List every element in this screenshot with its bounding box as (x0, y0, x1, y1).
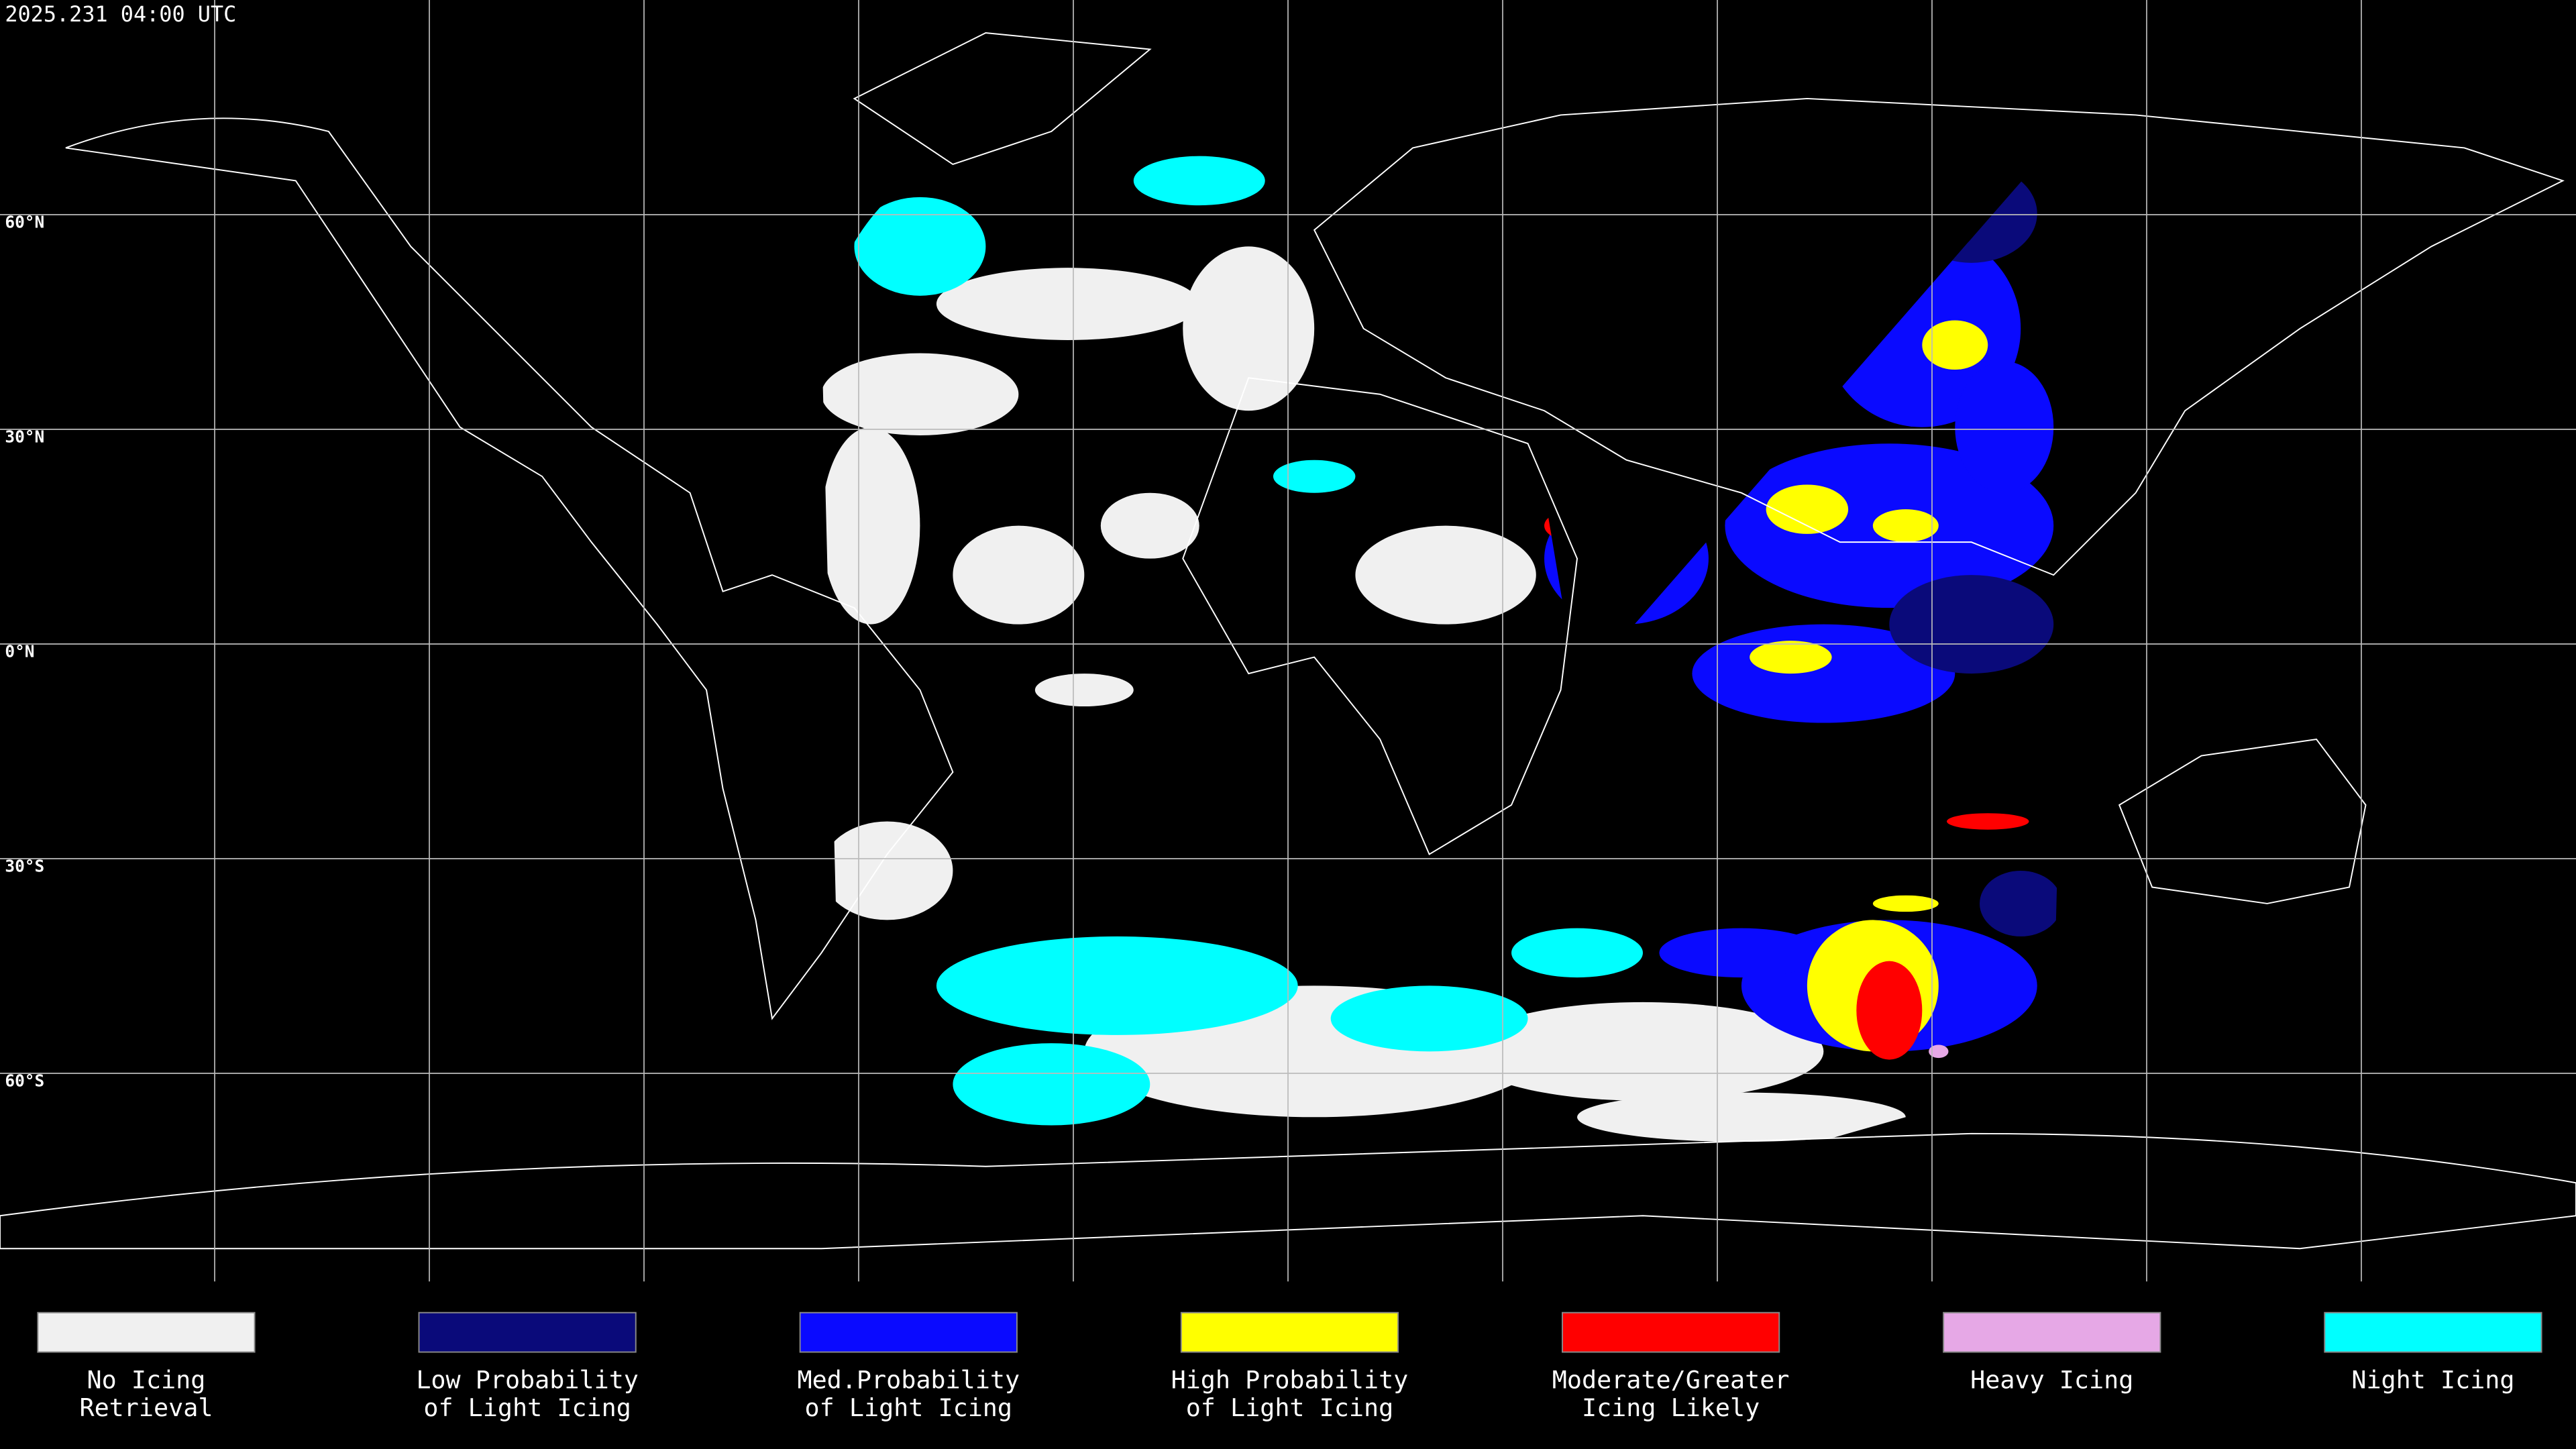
latitude-label: 0°N (5, 642, 34, 661)
latitude-label: 30°N (5, 427, 44, 447)
heavy-icing-areas (1929, 1044, 1949, 1059)
legend-label: of Light Icing (423, 1393, 631, 1422)
night-icing-areas (854, 156, 1643, 1126)
graticule: 60°N 30°N 0°N 30°S 60°S (0, 0, 2576, 1282)
legend-swatch (1562, 1311, 1780, 1353)
legend-label: Retrieval (79, 1393, 213, 1422)
legend-swatch (37, 1311, 256, 1353)
icing-field (821, 156, 2062, 1142)
no-icing-areas (821, 246, 1906, 1142)
legend-swatch (799, 1311, 1018, 1353)
legend-label: Moderate/Greater (1552, 1365, 1790, 1394)
timestamp: 2025.231 04:00 UTC (5, 1, 236, 27)
legend-label: No Icing (87, 1365, 206, 1394)
legend-swatch (1943, 1311, 2161, 1353)
legend-label: Low Probability (416, 1365, 639, 1394)
legend-label: of Light Icing (1186, 1393, 1394, 1422)
legend-label: of Light Icing (805, 1393, 1012, 1422)
latitude-label: 30°S (5, 857, 44, 876)
legend-label: Heavy Icing (1970, 1365, 2133, 1394)
coastlines (0, 32, 2576, 1250)
legend-label: Med.Probability (797, 1365, 1020, 1394)
legend-label: Night Icing (2351, 1365, 2514, 1394)
legend-label: High Probability (1171, 1365, 1409, 1394)
legend-swatch (1180, 1311, 1399, 1353)
legend-swatch (418, 1311, 637, 1353)
legend-swatch (2324, 1311, 2542, 1353)
latitude-label: 60°N (5, 213, 44, 232)
latitude-label: 60°S (5, 1071, 44, 1091)
legend-label: Icing Likely (1582, 1393, 1760, 1422)
